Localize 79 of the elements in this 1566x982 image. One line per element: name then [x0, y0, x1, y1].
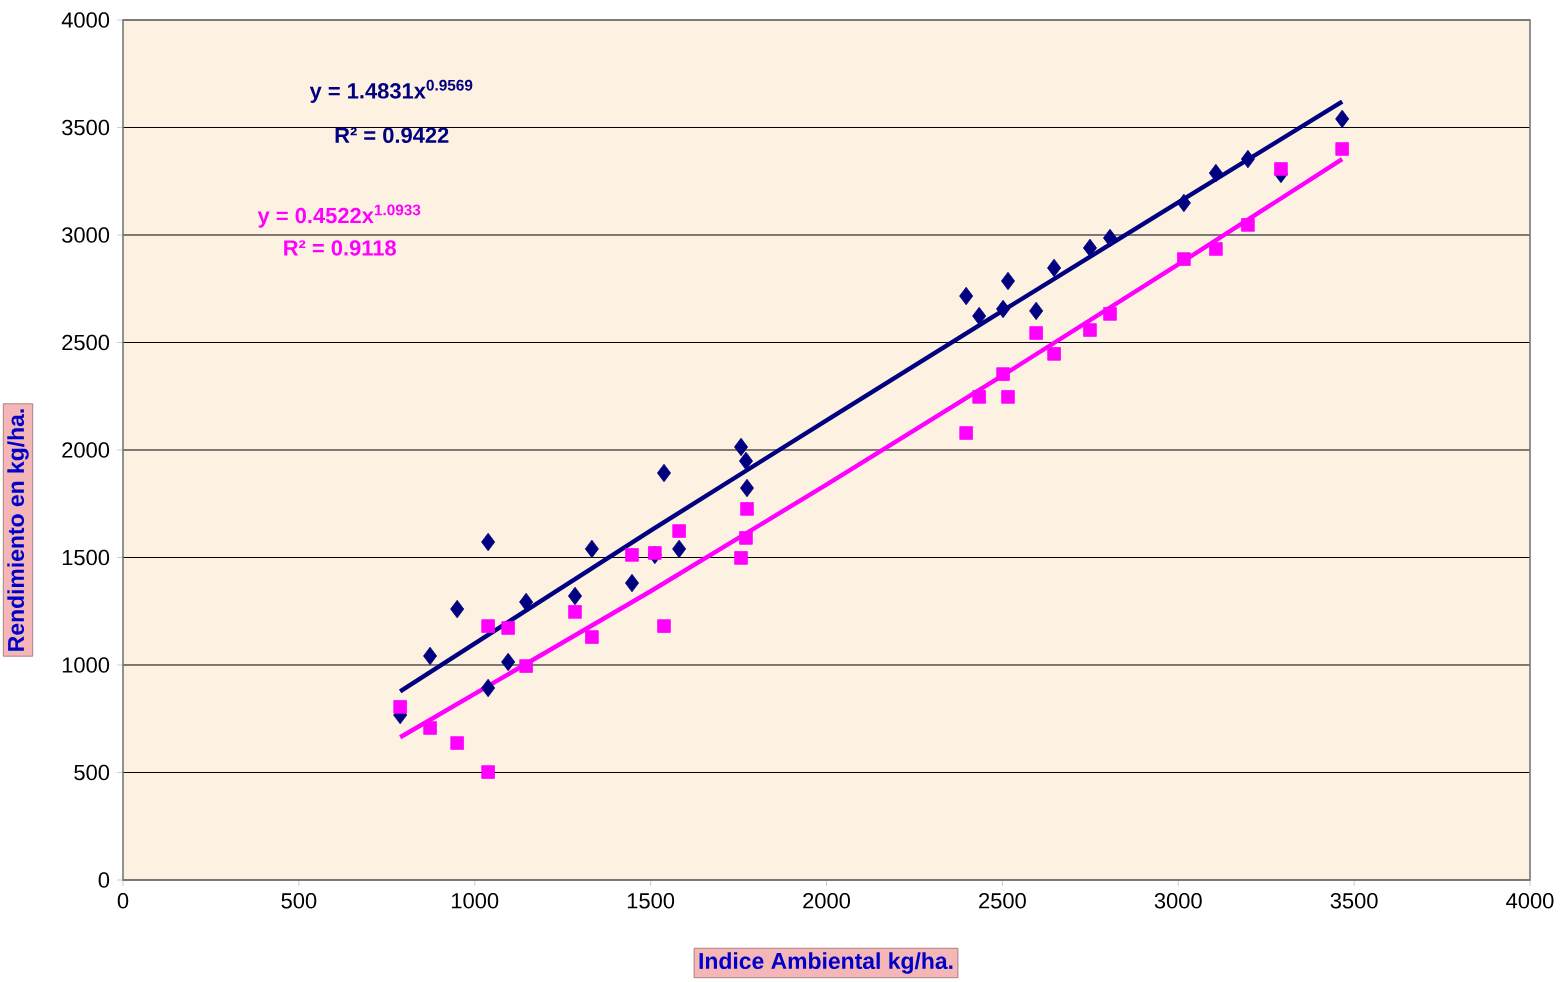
point [423, 646, 438, 666]
point [1001, 390, 1015, 404]
point [1241, 218, 1255, 232]
annotation: y = 1.4831x$^{0.9569}$ [309, 79, 473, 103]
point [568, 605, 582, 619]
point [734, 551, 748, 565]
point [1240, 149, 1255, 169]
point [672, 524, 686, 538]
x-axis-title: Indice Ambiental kg/ha. [699, 952, 953, 974]
annotation: R² = 0.9422 [335, 127, 449, 143]
x-tick-label: 4000 [1506, 893, 1554, 909]
y-tick-label: 1000 [62, 657, 110, 673]
point [1335, 109, 1350, 129]
y-tick-label: 0 [98, 872, 110, 888]
point [734, 437, 749, 457]
y-tick-label: 2000 [62, 442, 110, 458]
point [648, 546, 662, 560]
point [1029, 301, 1044, 321]
point [1047, 347, 1061, 361]
x-tick-label: 2500 [979, 893, 1026, 909]
point [519, 592, 534, 612]
point [450, 736, 464, 750]
point [625, 548, 639, 562]
point [657, 619, 671, 633]
point [393, 700, 407, 714]
point [1083, 323, 1097, 337]
point [996, 299, 1011, 319]
point [1177, 252, 1191, 266]
y-tick-label: 4000 [61, 12, 110, 28]
point [1176, 193, 1191, 213]
x-tick-label: 3000 [1154, 893, 1202, 909]
y-tick-label: 500 [74, 764, 110, 781]
point [450, 599, 465, 619]
point [481, 532, 496, 552]
point [1001, 271, 1015, 291]
x-tick-label: 1000 [452, 893, 499, 909]
point [625, 573, 639, 593]
annotation: R² = 0.9118 [284, 240, 396, 256]
point [972, 306, 987, 326]
point [1208, 163, 1223, 183]
point [959, 286, 974, 306]
point [1209, 242, 1223, 256]
point [740, 502, 754, 516]
y-tick-label: 3500 [62, 119, 110, 136]
point [519, 659, 533, 673]
point [585, 630, 599, 644]
point [1335, 142, 1349, 156]
point [1029, 326, 1043, 340]
point [481, 765, 495, 779]
x-tick-label: 1500 [627, 893, 675, 909]
point [501, 652, 516, 672]
point [481, 678, 496, 698]
point [739, 531, 753, 545]
y-tick-label: 1500 [62, 549, 110, 566]
point [740, 478, 754, 498]
point [672, 539, 687, 559]
point [738, 451, 753, 471]
point [423, 721, 437, 735]
point [996, 367, 1010, 381]
point [1047, 258, 1062, 278]
point [657, 463, 671, 483]
y-axis-title: Rendimiento en kg/ha. [7, 409, 29, 651]
point [959, 426, 973, 440]
point [1082, 238, 1097, 258]
point [1274, 162, 1288, 176]
point [501, 621, 515, 635]
x-tick-label: 0 [117, 893, 129, 909]
x-tick-label: 2000 [803, 893, 850, 909]
annotation: y = 0.4522x$^{1.0933}$ [257, 204, 421, 228]
point [972, 390, 986, 404]
point [584, 539, 599, 559]
point [568, 586, 582, 606]
x-tick-label: 3500 [1330, 893, 1378, 909]
y-tick-label: 3000 [62, 227, 110, 243]
point [1103, 228, 1117, 248]
point [481, 619, 495, 633]
y-tick-label: 2500 [62, 334, 110, 351]
point [1103, 307, 1117, 321]
x-tick-label: 500 [281, 893, 317, 909]
